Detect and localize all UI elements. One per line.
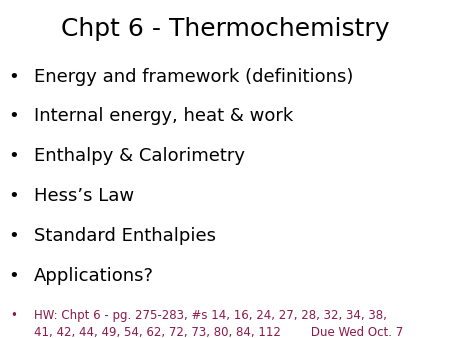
Text: •: • <box>8 227 19 245</box>
Text: HW: Chpt 6 - pg. 275-283, #s 14, 16, 24, 27, 28, 32, 34, 38,
41, 42, 44, 49, 54,: HW: Chpt 6 - pg. 275-283, #s 14, 16, 24,… <box>34 309 403 338</box>
Text: •: • <box>8 267 19 285</box>
Text: Chpt 6 - Thermochemistry: Chpt 6 - Thermochemistry <box>61 17 389 41</box>
Text: •: • <box>10 309 17 322</box>
Text: Enthalpy & Calorimetry: Enthalpy & Calorimetry <box>34 147 245 165</box>
Text: Energy and framework (definitions): Energy and framework (definitions) <box>34 68 353 86</box>
Text: Internal energy, heat & work: Internal energy, heat & work <box>34 107 293 125</box>
Text: •: • <box>8 107 19 125</box>
Text: •: • <box>8 187 19 205</box>
Text: Hess’s Law: Hess’s Law <box>34 187 134 205</box>
Text: •: • <box>8 147 19 165</box>
Text: Standard Enthalpies: Standard Enthalpies <box>34 227 216 245</box>
Text: •: • <box>8 68 19 86</box>
Text: Applications?: Applications? <box>34 267 154 285</box>
